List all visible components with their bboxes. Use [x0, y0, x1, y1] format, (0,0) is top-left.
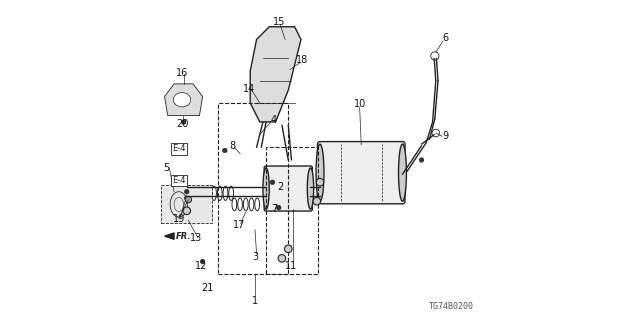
Ellipse shape [316, 144, 324, 201]
Circle shape [183, 207, 191, 215]
Text: 21: 21 [201, 284, 214, 293]
Text: E-4: E-4 [172, 144, 186, 153]
Circle shape [419, 158, 424, 162]
Circle shape [181, 120, 186, 124]
Circle shape [276, 205, 281, 210]
Text: 7: 7 [271, 204, 277, 214]
Bar [266, 147, 319, 274]
Circle shape [278, 254, 285, 262]
Circle shape [270, 180, 275, 184]
Text: 12: 12 [195, 261, 207, 271]
Circle shape [184, 189, 189, 194]
Text: 15: 15 [273, 17, 285, 27]
Text: 9: 9 [442, 131, 449, 141]
Text: 17: 17 [233, 220, 245, 230]
Text: 13: 13 [190, 233, 202, 243]
Circle shape [200, 259, 205, 264]
Circle shape [284, 245, 292, 252]
Text: 2: 2 [277, 182, 284, 192]
Ellipse shape [307, 168, 314, 209]
Polygon shape [164, 233, 174, 239]
Text: 5: 5 [163, 163, 169, 173]
Circle shape [313, 197, 321, 205]
Text: 8: 8 [230, 141, 236, 151]
Circle shape [184, 196, 189, 200]
Text: 6: 6 [442, 33, 449, 43]
Text: 11: 11 [285, 261, 298, 271]
Circle shape [223, 148, 227, 153]
Text: 4: 4 [271, 115, 277, 125]
Text: 14: 14 [243, 84, 255, 94]
Text: 1: 1 [252, 296, 258, 306]
Text: 20: 20 [176, 118, 188, 129]
Text: 18: 18 [296, 55, 308, 65]
FancyBboxPatch shape [264, 166, 312, 211]
Polygon shape [250, 27, 301, 122]
Ellipse shape [173, 92, 191, 107]
Ellipse shape [263, 168, 269, 209]
Bar [218, 103, 288, 274]
Circle shape [316, 178, 324, 186]
Text: 10: 10 [353, 100, 366, 109]
Circle shape [185, 196, 191, 203]
Text: 19: 19 [173, 214, 185, 224]
Text: 16: 16 [176, 68, 188, 78]
Text: FR.: FR. [175, 232, 191, 241]
Text: TG74B0200: TG74B0200 [429, 302, 474, 311]
Bar [161, 185, 212, 223]
FancyBboxPatch shape [317, 142, 405, 204]
Text: 3: 3 [252, 252, 258, 262]
Polygon shape [164, 84, 203, 116]
Ellipse shape [399, 144, 406, 201]
Text: E-4: E-4 [172, 176, 186, 185]
